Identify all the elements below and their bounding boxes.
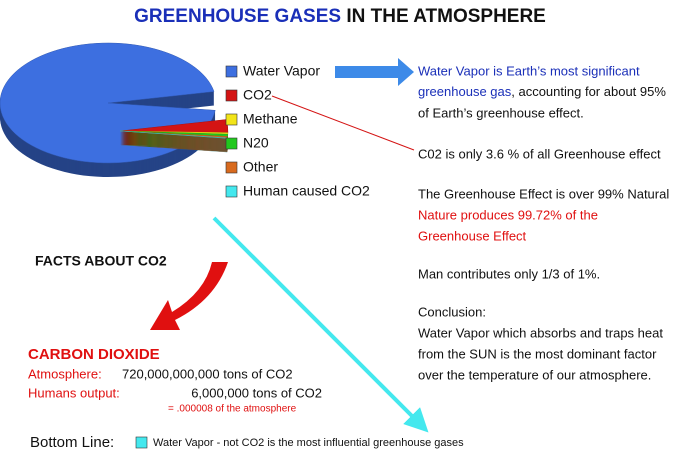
pie-side: [120, 135, 228, 142]
pie: [0, 42, 229, 177]
legend-swatch: [225, 137, 238, 150]
legend-label: Water Vapor: [243, 63, 320, 79]
legend-swatch: [225, 89, 238, 102]
connector: [271, 95, 415, 151]
note: Water Vapor - not CO2 is the most influe…: [153, 437, 464, 449]
pie-side: [120, 134, 228, 141]
note: Water Vapor is Earth’s most significant: [418, 63, 640, 78]
value: 720,000,000,000 tons of CO2: [122, 366, 293, 381]
pie-side: [120, 138, 228, 145]
pie-side: [120, 145, 228, 153]
pie-side: [120, 134, 228, 142]
heading: FACTS ABOUT CO2: [35, 253, 167, 269]
title: GREENHOUSE GASES IN THE ATMOSPHERE: [134, 6, 546, 27]
note: from the SUN is the most dominant factor: [418, 346, 657, 361]
swatch: [135, 436, 148, 449]
value: 6,000,000 tons of CO2: [191, 385, 322, 400]
pie-side: [120, 132, 228, 140]
note: Nature produces 99.72% of the: [418, 207, 598, 222]
legend-swatch: [225, 65, 238, 78]
pie-side: [120, 133, 228, 141]
pie-side: [120, 135, 228, 143]
pie-side: [120, 136, 228, 143]
connector: [212, 216, 429, 433]
pie-side: [120, 139, 228, 146]
pie-side: [120, 137, 228, 144]
pie-side: [120, 136, 228, 144]
legend-swatch: [225, 161, 238, 174]
label: Atmosphere:: [28, 366, 102, 381]
note: greenhouse gas, accounting for about 95%: [418, 84, 666, 99]
note: Water Vapor which absorbs and traps heat: [418, 325, 663, 340]
note: Greenhouse Effect: [418, 228, 527, 243]
pie-side: [120, 142, 228, 150]
pie-side: [120, 139, 228, 147]
legend-swatch: [225, 113, 238, 126]
pie-side: [120, 142, 228, 149]
legend-label: Human caused CO2: [243, 183, 370, 199]
pie-side: [120, 140, 228, 147]
pie-side: [120, 141, 228, 149]
legend-label: N20: [243, 135, 269, 151]
legend-label: Other: [243, 159, 278, 175]
pie-side: [120, 145, 228, 152]
note: C02 is only 3.6 % of all Greenhouse effe…: [418, 146, 661, 161]
note: = .000008 of the atmosphere: [168, 404, 297, 415]
legend-label: Methane: [243, 111, 298, 127]
pie-side: [120, 143, 228, 150]
pie-side: [120, 144, 228, 152]
note: of Earth’s greenhouse effect.: [418, 105, 584, 120]
legend: Water Vapor CO2 Methane N20 Other Human cause…: [225, 63, 370, 199]
legend-swatch: [225, 185, 238, 198]
pie-side: [120, 144, 228, 151]
heading: CARBON DIOXIDE: [28, 346, 160, 363]
arrow: [150, 262, 228, 330]
pie-side: [120, 141, 228, 148]
note: over the temperature of our atmosphere.: [418, 367, 651, 382]
note: Man contributes only 1/3 of 1%.: [418, 266, 600, 281]
legend-label: CO2: [243, 87, 272, 103]
pie-side: [120, 140, 228, 148]
pie-side: [120, 138, 228, 146]
pie-side: [120, 132, 228, 139]
pie-side: [120, 133, 228, 140]
note: The Greenhouse Effect is over 99% Natura…: [418, 186, 669, 201]
label: Humans output:: [28, 385, 120, 400]
note: Conclusion:: [418, 304, 486, 319]
pie-side: [120, 143, 228, 151]
pie-side: [120, 137, 228, 145]
arrow: [335, 58, 414, 86]
label: Bottom Line:: [30, 434, 114, 451]
